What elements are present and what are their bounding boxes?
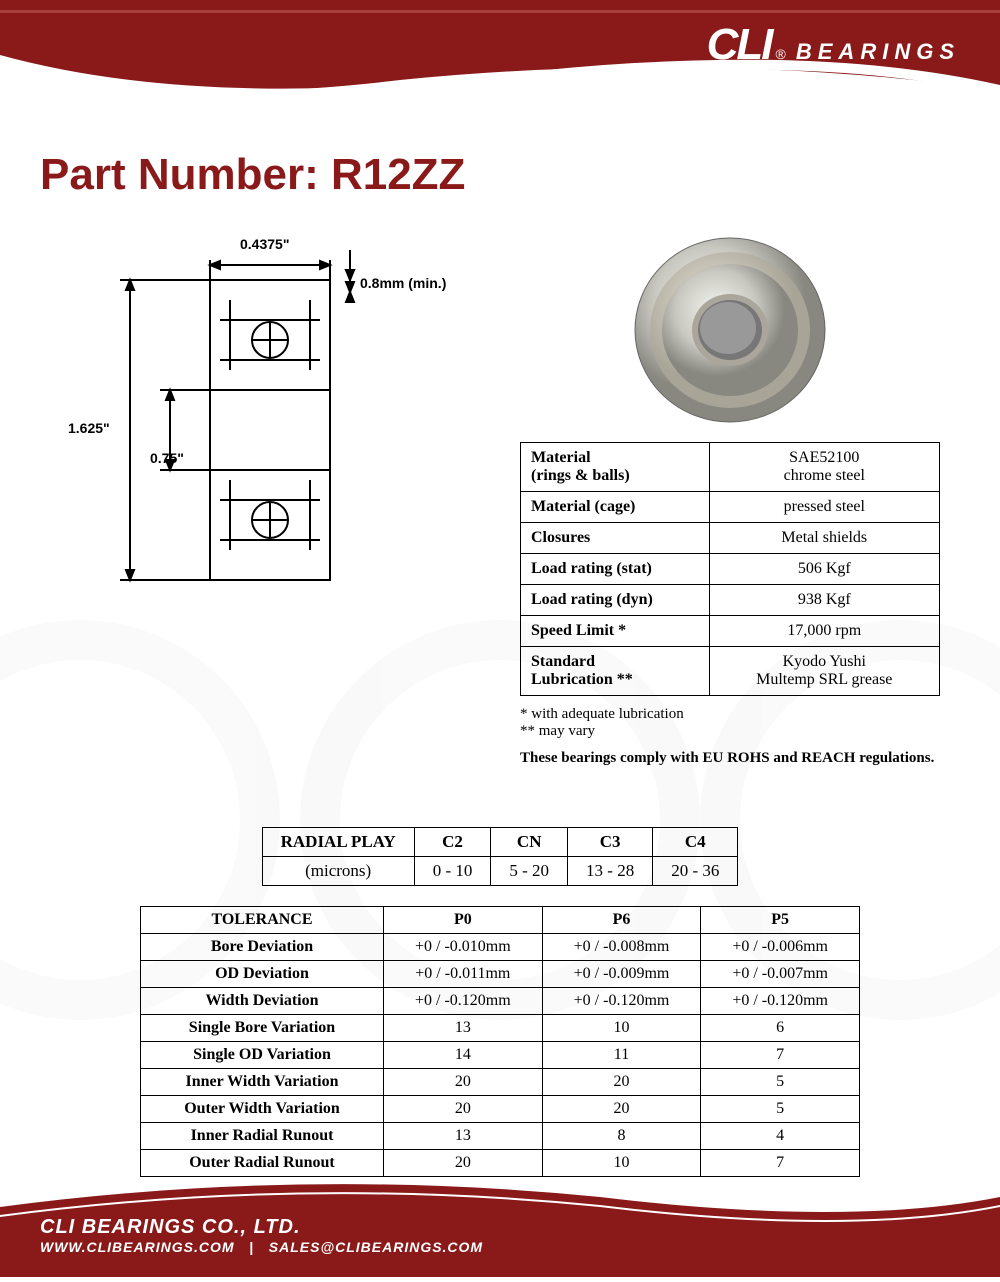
bearing-product-photo	[620, 230, 840, 430]
radial-unit: (microns)	[262, 857, 414, 886]
tolerance-value: +0 / -0.120mm	[701, 988, 860, 1015]
radial-value: 5 - 20	[491, 857, 568, 886]
tolerance-value: 20	[384, 1069, 543, 1096]
spec-value: 938 Kgf	[709, 585, 939, 616]
tolerance-row-label: Single Bore Variation	[141, 1015, 384, 1042]
part-label: Part Number:	[40, 150, 319, 199]
tolerance-value: +0 / -0.007mm	[701, 961, 860, 988]
dim-outer-diameter: 1.625"	[68, 420, 110, 436]
dim-inner-diameter: 0.75"	[150, 450, 184, 466]
footer-sep: |	[249, 1239, 254, 1255]
spec-value: pressed steel	[709, 492, 939, 523]
spec-value: 506 Kgf	[709, 554, 939, 585]
spec-value: Metal shields	[709, 523, 939, 554]
spec-label: Speed Limit *	[521, 616, 710, 647]
spec-value: SAE52100chrome steel	[709, 443, 939, 492]
radial-col: CN	[491, 828, 568, 857]
tolerance-value: +0 / -0.006mm	[701, 934, 860, 961]
tolerance-value: +0 / -0.120mm	[542, 988, 701, 1015]
footer-email: SALES@CLIBEARINGS.COM	[269, 1239, 483, 1255]
tolerance-value: +0 / -0.009mm	[542, 961, 701, 988]
footnote-1: * with adequate lubrication	[520, 706, 940, 723]
spec-value: 17,000 rpm	[709, 616, 939, 647]
footnotes: * with adequate lubrication ** may vary …	[520, 706, 940, 767]
tolerance-value: 7	[701, 1042, 860, 1069]
part-number-title: Part Number: R12ZZ	[40, 150, 960, 200]
spec-label: Material (cage)	[521, 492, 710, 523]
tolerance-value: 4	[701, 1123, 860, 1150]
part-number-value: R12ZZ	[331, 150, 465, 199]
tolerance-value: 11	[542, 1042, 701, 1069]
radial-value: 0 - 10	[414, 857, 491, 886]
tolerance-col: P0	[384, 907, 543, 934]
tolerance-row-label: Bore Deviation	[141, 934, 384, 961]
tolerance-value: 5	[701, 1069, 860, 1096]
radial-col: C4	[653, 828, 738, 857]
spec-label: Material(rings & balls)	[521, 443, 710, 492]
dim-chamfer: 0.8mm (min.)	[360, 275, 446, 291]
tolerance-value: 7	[701, 1150, 860, 1177]
brand-registered: ®	[776, 46, 786, 62]
footer-company: CLI BEARINGS CO., LTD.	[40, 1216, 483, 1239]
tolerance-header: TOLERANCE	[141, 907, 384, 934]
tolerance-col: P6	[542, 907, 701, 934]
tolerance-value: 10	[542, 1015, 701, 1042]
tolerance-value: +0 / -0.010mm	[384, 934, 543, 961]
tolerance-value: 20	[542, 1096, 701, 1123]
technical-diagram: 0.4375" 1.625" 0.75" 0.8mm (min.)	[40, 230, 460, 610]
radial-play-table: RADIAL PLAYC2CNC3C4 (microns)0 - 105 - 2…	[262, 827, 739, 886]
spec-table: Material(rings & balls)SAE52100chrome st…	[520, 442, 940, 696]
spec-label: StandardLubrication **	[521, 647, 710, 696]
tolerance-row-label: OD Deviation	[141, 961, 384, 988]
tolerance-value: 6	[701, 1015, 860, 1042]
tolerance-value: 10	[542, 1150, 701, 1177]
spec-value: Kyodo YushiMultemp SRL grease	[709, 647, 939, 696]
radial-col: C3	[568, 828, 653, 857]
tolerance-value: 5	[701, 1096, 860, 1123]
footer-website: WWW.CLIBEARINGS.COM	[40, 1239, 235, 1255]
tolerance-row-label: Inner Radial Runout	[141, 1123, 384, 1150]
radial-header: RADIAL PLAY	[262, 828, 414, 857]
radial-value: 20 - 36	[653, 857, 738, 886]
tolerance-col: P5	[701, 907, 860, 934]
tolerance-row-label: Outer Radial Runout	[141, 1150, 384, 1177]
footnote-2: ** may vary	[520, 723, 940, 740]
tolerance-row-label: Single OD Variation	[141, 1042, 384, 1069]
spec-label: Closures	[521, 523, 710, 554]
brand-suffix: BEARINGS	[796, 39, 960, 65]
tolerance-value: +0 / -0.008mm	[542, 934, 701, 961]
tolerance-value: 13	[384, 1123, 543, 1150]
tolerance-value: 14	[384, 1042, 543, 1069]
tolerance-row-label: Width Deviation	[141, 988, 384, 1015]
compliance-note: These bearings comply with EU ROHS and R…	[520, 750, 940, 767]
radial-col: C2	[414, 828, 491, 857]
spec-label: Load rating (stat)	[521, 554, 710, 585]
radial-value: 13 - 28	[568, 857, 653, 886]
tolerance-value: 20	[542, 1069, 701, 1096]
tolerance-value: 20	[384, 1096, 543, 1123]
tolerance-table: TOLERANCEP0P6P5 Bore Deviation+0 / -0.01…	[140, 906, 860, 1177]
brand-logo: CLI ® BEARINGS	[707, 20, 960, 70]
tolerance-value: 20	[384, 1150, 543, 1177]
tolerance-value: 8	[542, 1123, 701, 1150]
footer-text: CLI BEARINGS CO., LTD. WWW.CLIBEARINGS.C…	[40, 1216, 483, 1255]
spec-label: Load rating (dyn)	[521, 585, 710, 616]
tolerance-value: +0 / -0.120mm	[384, 988, 543, 1015]
brand-text: CLI	[707, 20, 772, 70]
dim-width: 0.4375"	[240, 236, 289, 252]
tolerance-value: +0 / -0.011mm	[384, 961, 543, 988]
tolerance-value: 13	[384, 1015, 543, 1042]
tolerance-row-label: Inner Width Variation	[141, 1069, 384, 1096]
tolerance-row-label: Outer Width Variation	[141, 1096, 384, 1123]
